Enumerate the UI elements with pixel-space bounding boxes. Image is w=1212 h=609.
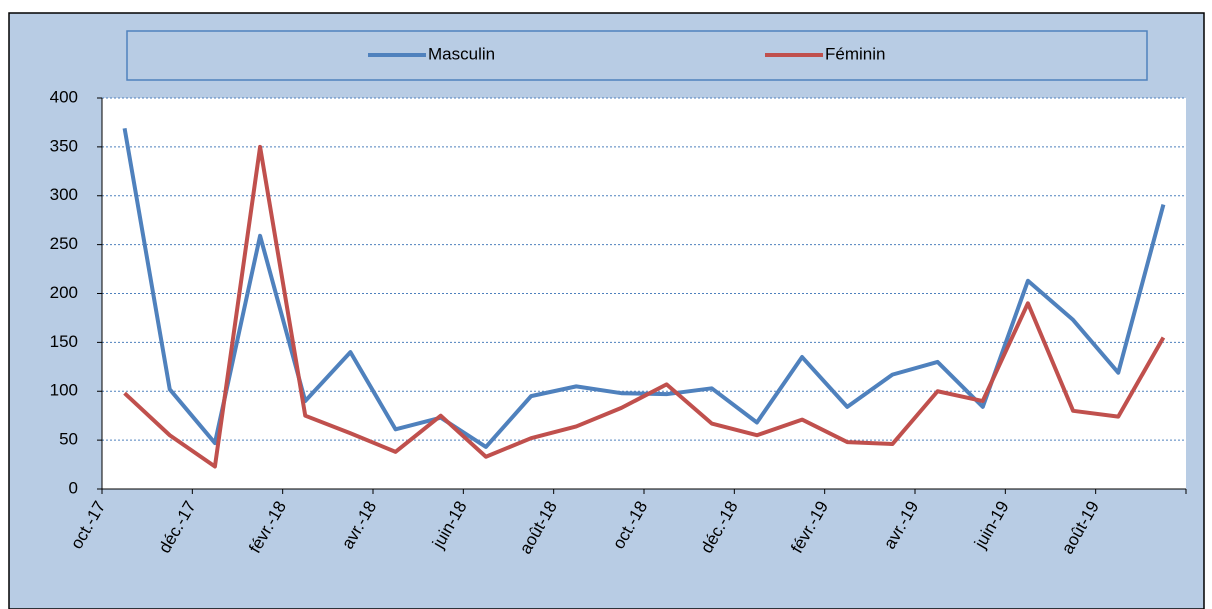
y-tick-label: 350 bbox=[50, 136, 78, 155]
y-tick-label: 250 bbox=[50, 234, 78, 253]
series-line bbox=[123, 144, 1166, 469]
legend-label: Masculin bbox=[428, 44, 495, 63]
y-tick-label: 300 bbox=[50, 185, 78, 204]
y-tick-label: 50 bbox=[59, 430, 78, 449]
y-tick-label: 0 bbox=[69, 478, 78, 497]
y-tick-label: 400 bbox=[50, 87, 78, 106]
y-tick-label: 100 bbox=[50, 381, 78, 400]
legend-label: Féminin bbox=[825, 44, 885, 63]
y-tick-label: 150 bbox=[50, 332, 78, 351]
y-tick-label: 200 bbox=[50, 283, 78, 302]
legend-box bbox=[126, 30, 1148, 81]
